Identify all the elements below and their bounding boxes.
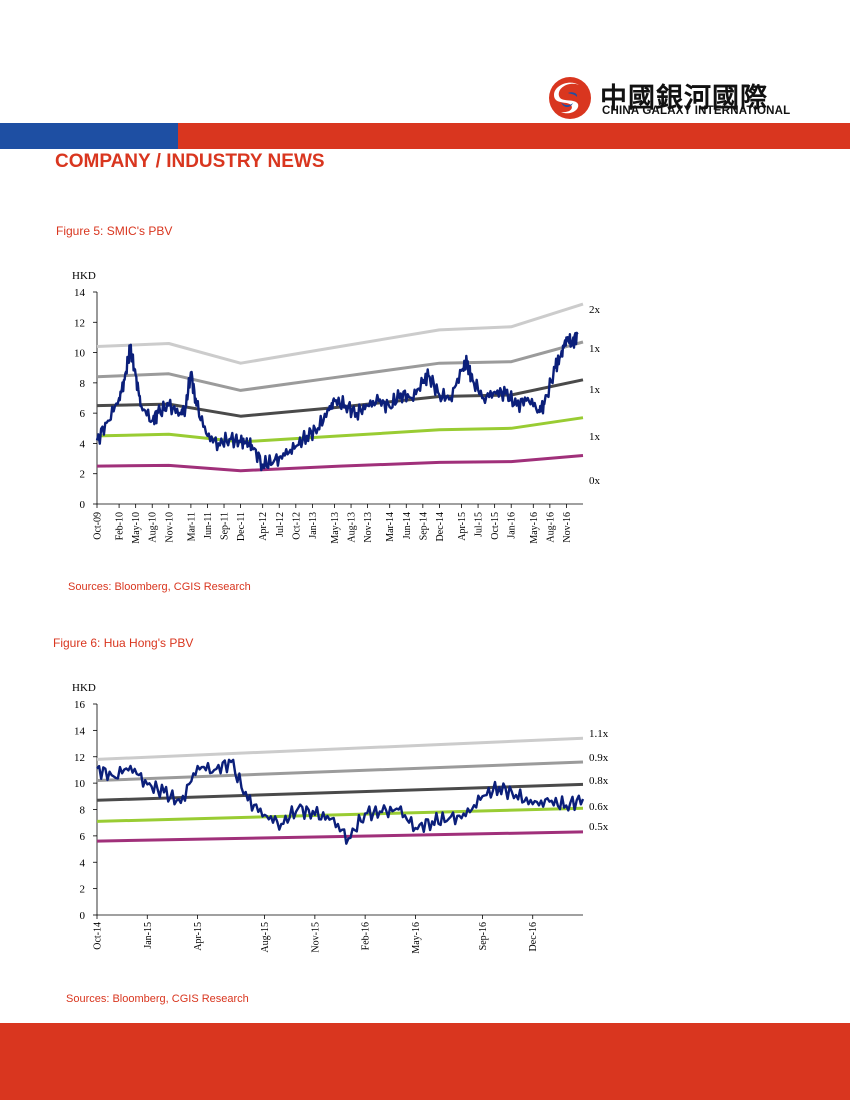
x-tick-label: Oct-12 — [291, 512, 302, 540]
x-tick-label: Apr-15 — [457, 512, 468, 541]
x-tick-label: Dec-11 — [236, 512, 247, 541]
y-axis-label: HKD — [72, 682, 96, 694]
x-tick-label: Oct-14 — [93, 922, 104, 950]
y-tick-label: 2 — [80, 884, 86, 896]
x-tick-label: Jun-11 — [203, 512, 214, 539]
x-tick-label: Sep-14 — [418, 512, 429, 540]
x-tick-label: Aug-13 — [347, 512, 358, 543]
y-tick-label: 12 — [74, 752, 85, 764]
chart-1: HKD 0 2 4 6 8 10 12 14 16 Oct-14 Jan-15 Apr-15 Aug-15… — [72, 682, 609, 954]
x-tick-label: May-16 — [411, 922, 422, 954]
y-tick-label: 16 — [74, 699, 86, 711]
pbv-band-line-4 — [96, 830, 584, 843]
y-tick-label: 14 — [74, 287, 86, 299]
y-tick-label: 4 — [80, 438, 86, 450]
band-label: 1x — [589, 431, 601, 443]
x-tick-label: May-13 — [330, 512, 341, 544]
x-tick-label: Nov-15 — [310, 922, 321, 953]
x-tick-label: May-16 — [529, 512, 540, 544]
chart-0: HKD 0 2 4 6 8 10 12 14 Oct-09 Feb-10 May-10 Aug-10 No… — [72, 270, 601, 544]
y-tick-label: 10 — [74, 348, 86, 360]
header-bar-blue — [0, 123, 178, 149]
x-tick-label: May-10 — [131, 512, 142, 544]
y-tick-label: 0 — [80, 499, 86, 511]
x-tick-label: Mar-11 — [186, 512, 197, 541]
band-label: 2x — [589, 304, 601, 316]
pbv-band-line-4 — [96, 454, 584, 473]
figure-6-title: Figure 6: Hua Hong's PBV — [53, 636, 194, 650]
pbv-band-line-3 — [96, 416, 584, 444]
band-label: 0x — [589, 475, 601, 487]
x-tick-label: Jul-12 — [275, 512, 286, 537]
x-tick-label: Jan-13 — [308, 512, 319, 539]
x-tick-label: Sep-11 — [220, 512, 231, 540]
x-tick-label: Oct-15 — [490, 512, 501, 540]
x-tick-label: Apr-12 — [258, 512, 269, 541]
band-label: 1.1x — [589, 728, 609, 740]
x-tick-label: Aug-16 — [545, 512, 556, 543]
logo-english-text: CHINA GALAXY INTERNATIONAL — [602, 105, 791, 117]
share-price-line — [96, 758, 585, 845]
x-tick-label: Apr-15 — [193, 922, 204, 951]
logo-chinese-text: 中國銀河國際 — [600, 83, 768, 114]
y-tick-label: 6 — [80, 408, 86, 420]
pbv-band-line-1 — [96, 760, 584, 782]
y-tick-label: 10 — [74, 778, 86, 790]
x-tick-label: Aug-15 — [260, 922, 271, 953]
pbv-band-line-0 — [96, 736, 584, 761]
y-tick-label: 14 — [74, 725, 86, 737]
x-tick-label: Nov-16 — [562, 512, 573, 543]
x-tick-label: Jan-15 — [143, 922, 154, 949]
y-tick-label: 4 — [80, 857, 86, 869]
x-tick-label: Jun-14 — [402, 512, 413, 539]
x-tick-label: Oct-09 — [93, 512, 104, 540]
figure-5-source: Sources: Bloomberg, CGIS Research — [68, 581, 251, 593]
company-logo: 中國銀河國際 CHINA GALAXY INTERNATIONAL — [548, 74, 798, 122]
y-tick-label: 6 — [80, 831, 86, 843]
y-tick-label: 12 — [74, 317, 85, 329]
pbv-band-line-3 — [96, 806, 584, 823]
pbv-band-line-2 — [96, 782, 584, 802]
band-label: 0.8x — [589, 775, 609, 787]
band-label: 0.9x — [589, 752, 609, 764]
x-tick-label: Nov-13 — [363, 512, 374, 543]
y-tick-label: 2 — [80, 469, 86, 481]
band-label: 0.5x — [589, 821, 609, 833]
x-tick-label: Jul-15 — [474, 512, 485, 537]
header-bar-red — [178, 123, 850, 149]
section-title: COMPANY / INDUSTRY NEWS — [55, 151, 325, 172]
x-tick-label: Dec-14 — [435, 512, 446, 541]
pbv-band-line-0 — [96, 302, 584, 365]
y-tick-label: 0 — [80, 910, 86, 922]
share-price-line — [95, 331, 579, 472]
x-tick-label: Mar-14 — [385, 512, 396, 542]
footer-bar — [0, 1023, 850, 1100]
x-tick-label: Feb-10 — [115, 512, 126, 540]
x-tick-label: Aug-10 — [148, 512, 159, 543]
x-tick-label: Feb-16 — [361, 922, 372, 950]
y-tick-label: 8 — [80, 378, 86, 390]
pbv-band-line-1 — [96, 340, 584, 392]
y-tick-label: 8 — [80, 805, 86, 817]
x-tick-label: Nov-10 — [164, 512, 175, 543]
figure-6-source: Sources: Bloomberg, CGIS Research — [66, 993, 249, 1005]
pbv-band-line-2 — [96, 378, 584, 418]
figure-5-title: Figure 5: SMIC's PBV — [56, 224, 173, 238]
galaxy-logo-icon — [549, 77, 591, 119]
y-axis-label: HKD — [72, 270, 96, 282]
band-label: 1x — [589, 384, 601, 396]
x-tick-label: Jan-16 — [507, 512, 518, 539]
x-tick-label: Sep-16 — [478, 922, 489, 950]
x-tick-label: Dec-16 — [528, 922, 539, 951]
band-label: 0.6x — [589, 801, 609, 813]
band-label: 1x — [589, 343, 601, 355]
